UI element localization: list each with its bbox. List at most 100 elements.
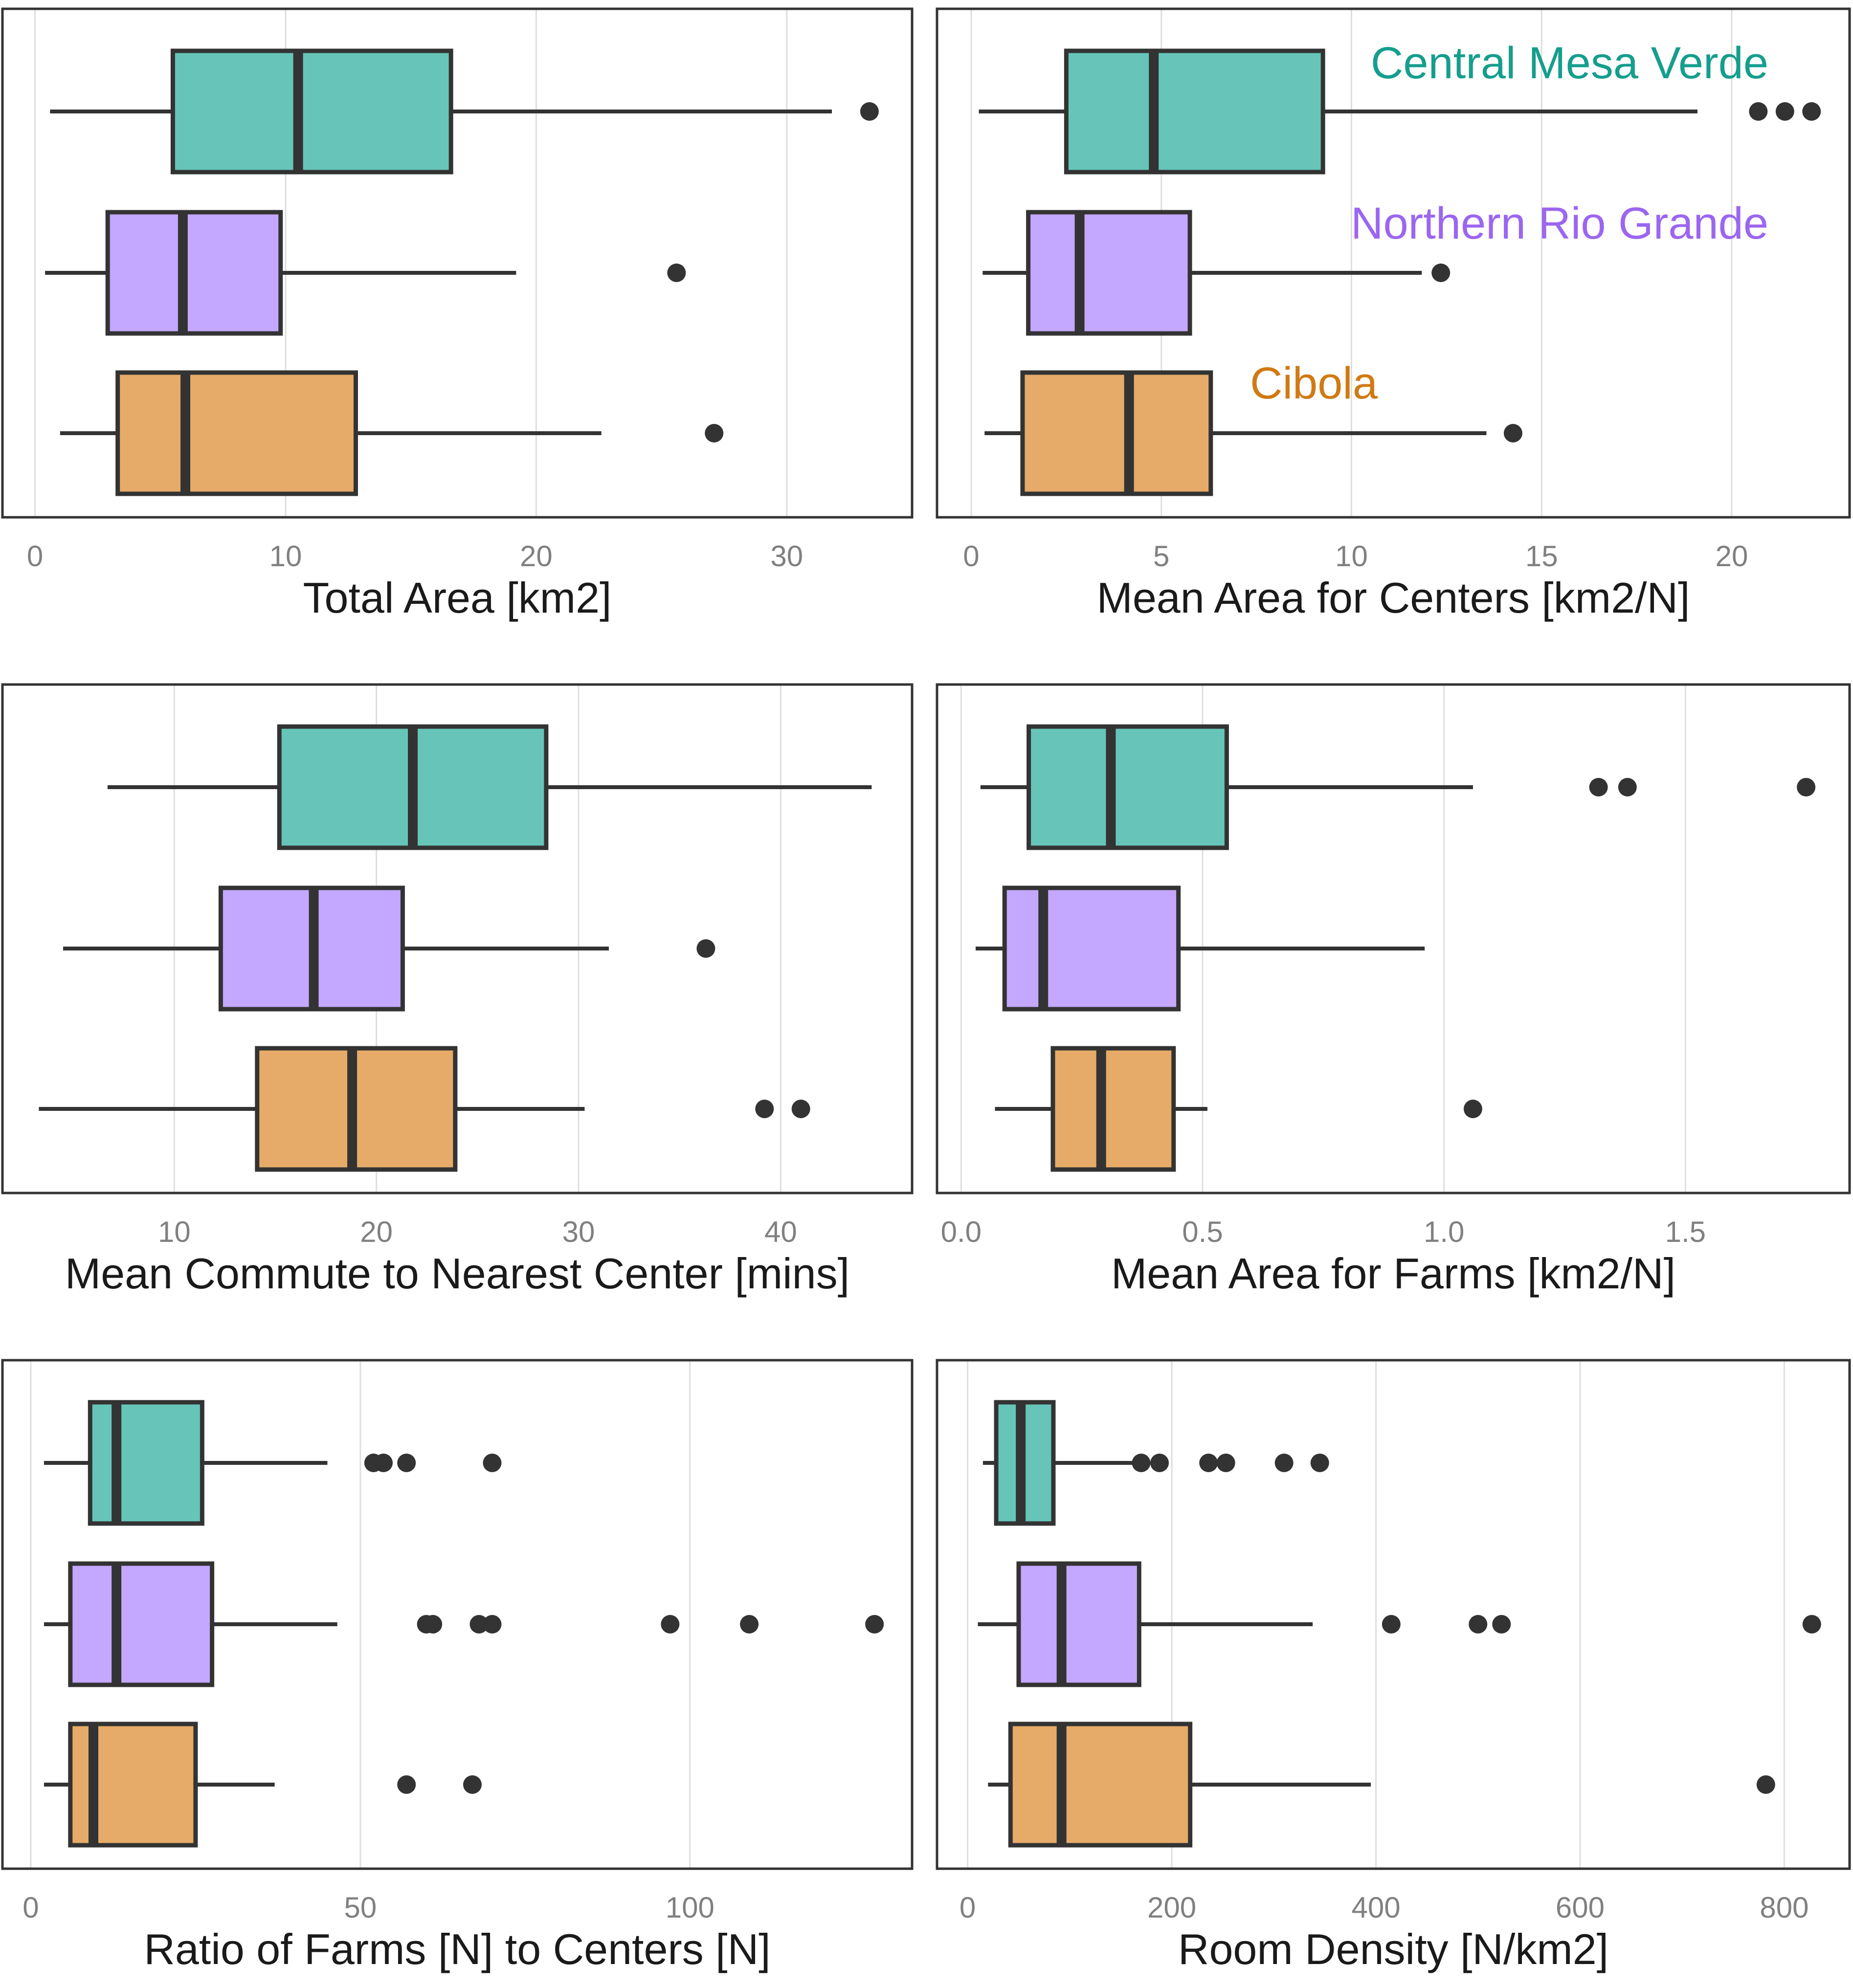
box-central-mesa-verde bbox=[50, 48, 879, 175]
x-tick-label: 100 bbox=[666, 1891, 714, 1924]
iqr-box bbox=[68, 1561, 215, 1687]
outlier-point bbox=[1310, 1454, 1329, 1472]
outlier-point bbox=[705, 424, 724, 442]
box-cibola bbox=[984, 370, 1522, 496]
x-tick-label: 5 bbox=[1153, 540, 1169, 573]
outlier-point bbox=[1618, 778, 1637, 796]
box-cibola bbox=[995, 1046, 1482, 1172]
legend-label-northern-rio-grande: Northern Rio Grande bbox=[1351, 199, 1768, 248]
outlier-point bbox=[397, 1775, 416, 1794]
iqr-box bbox=[1002, 885, 1181, 1012]
panel-frame bbox=[936, 683, 1851, 1194]
box-northern-rio-grande bbox=[45, 210, 686, 336]
outlier-point bbox=[1132, 1454, 1151, 1472]
iqr-box bbox=[88, 1400, 204, 1526]
x-tick-label: 20 bbox=[1716, 540, 1748, 573]
box-central-mesa-verde bbox=[980, 724, 1816, 850]
legend: Central Mesa Verde Northern Rio Grande Cib… bbox=[1250, 38, 1768, 408]
x-tick-label: 0 bbox=[963, 540, 979, 573]
x-tick-label: 1.5 bbox=[1665, 1215, 1706, 1248]
outlier-point bbox=[1756, 1775, 1775, 1794]
x-tick-label: 0 bbox=[22, 1891, 39, 1924]
x-axis-title: Mean Commute to Nearest Center [mins] bbox=[65, 1249, 849, 1298]
box-northern-rio-grande bbox=[982, 210, 1451, 336]
x-tick-label: 20 bbox=[520, 540, 553, 573]
x-tick-label: 0.0 bbox=[941, 1215, 982, 1248]
box-central-mesa-verde bbox=[982, 1400, 1329, 1526]
iqr-box bbox=[170, 48, 453, 175]
outlier-point bbox=[1775, 102, 1794, 121]
x-tick-label: 10 bbox=[269, 540, 302, 573]
outlier-point bbox=[397, 1454, 416, 1472]
x-tick-label: 800 bbox=[1760, 1891, 1808, 1924]
outlier-point bbox=[1216, 1454, 1235, 1472]
chart-panel-2: 0 5 10 15 20 Mean Area for Centers [km2/N] bbox=[936, 7, 1851, 622]
panel-frame bbox=[1, 1359, 914, 1870]
outlier-point bbox=[1431, 264, 1451, 282]
iqr-box bbox=[1064, 48, 1325, 175]
x-tick-label: 0 bbox=[27, 540, 43, 573]
x-tick-label: 400 bbox=[1351, 1891, 1400, 1924]
x-tick-label: 0.5 bbox=[1182, 1215, 1223, 1248]
box-northern-rio-grande bbox=[978, 1561, 1821, 1687]
outlier-point bbox=[463, 1775, 482, 1794]
outlier-point bbox=[483, 1454, 502, 1472]
iqr-box bbox=[115, 370, 358, 496]
x-axis-title: Ratio of Farms [N] to Centers [N] bbox=[144, 1925, 770, 1973]
outlier-point bbox=[1503, 424, 1522, 442]
outlier-point bbox=[755, 1100, 774, 1118]
outlier-point bbox=[1802, 102, 1821, 121]
x-tick-label: 30 bbox=[770, 540, 803, 573]
panel-frame bbox=[1, 683, 914, 1194]
outlier-point bbox=[696, 939, 715, 958]
outlier-point bbox=[424, 1615, 443, 1634]
box-northern-rio-grande bbox=[44, 1561, 884, 1687]
outlier-point bbox=[860, 102, 879, 121]
iqr-box bbox=[105, 210, 283, 336]
outlier-point bbox=[1274, 1454, 1294, 1472]
x-tick-label: 40 bbox=[764, 1215, 797, 1248]
x-tick-label: 15 bbox=[1525, 540, 1558, 573]
iqr-box bbox=[1016, 1561, 1141, 1687]
outlier-point bbox=[1469, 1615, 1488, 1634]
box-cibola bbox=[988, 1722, 1775, 1848]
outlier-point bbox=[374, 1454, 393, 1472]
box-central-mesa-verde bbox=[107, 724, 872, 850]
panel-frame bbox=[936, 1359, 1851, 1870]
box-northern-rio-grande bbox=[63, 885, 715, 1012]
x-tick-label: 50 bbox=[344, 1891, 377, 1924]
box-central-mesa-verde bbox=[44, 1400, 502, 1526]
box-cibola bbox=[39, 1046, 810, 1172]
outlier-point bbox=[1797, 778, 1816, 796]
outlier-point bbox=[1463, 1100, 1482, 1118]
outlier-point bbox=[1382, 1615, 1401, 1634]
chart-panel-1: 0 10 20 30 Total Area [km2] bbox=[1, 7, 914, 622]
box-northern-rio-grande bbox=[975, 885, 1425, 1012]
x-tick-label: 10 bbox=[1335, 540, 1368, 573]
outlier-point bbox=[1492, 1615, 1511, 1634]
iqr-box bbox=[1050, 1046, 1176, 1172]
box-cibola bbox=[60, 370, 724, 496]
panel-frame bbox=[1, 7, 914, 519]
x-tick-label: 10 bbox=[158, 1215, 191, 1248]
outlier-point bbox=[740, 1615, 759, 1634]
legend-label-central-mesa-verde: Central Mesa Verde bbox=[1371, 38, 1768, 88]
legend-label-cibola: Cibola bbox=[1250, 358, 1378, 408]
outlier-point bbox=[1589, 778, 1608, 796]
x-tick-label: 20 bbox=[360, 1215, 393, 1248]
outlier-point bbox=[1749, 102, 1768, 121]
panels: 0 10 20 30 Total Area [km2] 0 5 10 15 20 Mean Area… bbox=[1, 7, 1851, 1973]
x-axis-title: Total Area [km2] bbox=[303, 574, 612, 622]
x-tick-label: 1.0 bbox=[1424, 1215, 1464, 1248]
iqr-box bbox=[1008, 1722, 1193, 1848]
x-axis-title: Mean Area for Farms [km2/N] bbox=[1111, 1249, 1675, 1298]
outlier-point bbox=[1199, 1454, 1218, 1472]
box-cibola bbox=[44, 1722, 482, 1848]
box-central-mesa-verde bbox=[979, 48, 1821, 175]
outlier-point bbox=[469, 1615, 489, 1634]
chart-panel-6: 0 200 400 600 800 Room Density [N/km2] bbox=[936, 1359, 1851, 1973]
outlier-point bbox=[667, 264, 686, 282]
